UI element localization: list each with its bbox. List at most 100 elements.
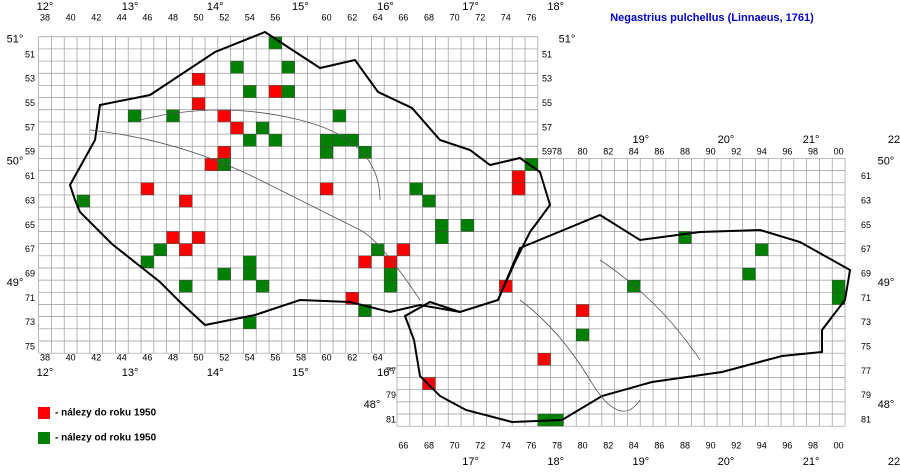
longitude-label: 15° [292, 1, 309, 13]
record-cell [243, 316, 257, 330]
row-label: 53 [25, 74, 35, 84]
row-label: 55 [25, 98, 35, 108]
longitude-label: 14° [207, 367, 224, 379]
river [519, 299, 641, 412]
longitude-label: 19° [633, 134, 650, 146]
row-label: 67 [25, 244, 35, 254]
column-label: 88 [680, 146, 690, 156]
column-label: 44 [117, 12, 127, 22]
column-label: 00 [834, 146, 844, 156]
row-label: 55 [542, 98, 552, 108]
column-label: 52 [219, 352, 229, 362]
record-cell [511, 182, 526, 196]
czech-border [68, 30, 552, 327]
record-cell [230, 60, 244, 74]
longitude-label: 21° [803, 456, 820, 468]
column-label: 54 [245, 12, 255, 22]
legend-label: - nálezy do roku 1950 [55, 408, 157, 419]
record-cell [383, 255, 398, 269]
column-label: 82 [603, 440, 613, 450]
longitude-label: 16° [377, 367, 394, 379]
column-label: 64 [373, 12, 383, 22]
column-label: 44 [117, 352, 127, 362]
record-cell [332, 109, 347, 123]
longitude-label: 22° [888, 456, 900, 468]
column-label: 50 [194, 12, 204, 22]
row-label: 61 [25, 171, 35, 181]
record-cell [243, 267, 257, 281]
column-label: 96 [782, 146, 792, 156]
longitude-label: 16° [377, 1, 394, 13]
column-label: 92 [731, 440, 741, 450]
longitude-label: 15° [292, 367, 309, 379]
column-label: 48 [168, 12, 178, 22]
column-label: 68 [424, 12, 434, 22]
latitude-label: 51° [7, 34, 24, 46]
longitude-label: 12° [37, 367, 54, 379]
record-cell [371, 243, 385, 257]
record-cell [383, 267, 398, 281]
row-label: 57 [25, 122, 35, 132]
record-cell [332, 133, 347, 147]
river [599, 259, 701, 361]
column-label: 98 [808, 440, 818, 450]
record-cell [281, 60, 295, 74]
row-label: 73 [861, 317, 871, 327]
record-cell [422, 194, 436, 208]
record-cell [435, 219, 449, 232]
record-cell [345, 133, 359, 147]
column-label: 60 [322, 352, 332, 362]
longitude-label: 13° [122, 367, 139, 379]
column-label: 40 [66, 12, 76, 22]
record-cell [179, 243, 193, 257]
column-label: 58 [296, 352, 306, 362]
column-label: 74 [501, 12, 511, 22]
record-cell [153, 243, 167, 257]
column-label: 70 [450, 12, 460, 22]
row-label: 53 [542, 74, 552, 84]
column-label: 80 [578, 440, 588, 450]
column-label: 90 [706, 146, 716, 156]
column-label: 94 [757, 440, 767, 450]
row-label: 71 [861, 293, 871, 303]
longitude-label: 12° [37, 1, 54, 13]
row-label: 63 [861, 195, 871, 205]
column-label: 46 [142, 352, 152, 362]
row-label: 51 [25, 49, 35, 59]
longitude-label: 18° [547, 1, 564, 13]
record-cell [166, 231, 180, 244]
column-label: 88 [680, 440, 690, 450]
map-title: Negastrius pulchellus (Linnaeus, 1761) [610, 12, 814, 24]
legend-swatch [38, 407, 50, 419]
row-label: 77 [386, 366, 396, 376]
rivers [89, 109, 701, 412]
row-label: 65 [25, 220, 35, 230]
latitude-label: 49° [878, 277, 895, 289]
column-label: 78 [552, 440, 562, 450]
longitude-label: 13° [122, 1, 139, 13]
record-cell [268, 85, 283, 98]
slovak-border [403, 213, 852, 424]
longitude-label: 14° [207, 1, 224, 13]
record-cell [383, 279, 398, 293]
column-label: 62 [347, 12, 357, 22]
river [139, 109, 381, 201]
latitude-label: 49° [7, 277, 24, 289]
row-label: 77 [861, 366, 871, 376]
row-label: 81 [861, 414, 871, 424]
record-cell [191, 231, 206, 244]
record-cell [243, 133, 257, 147]
row-label: 57 [542, 122, 552, 132]
legend-swatch [38, 432, 50, 444]
record-cell [511, 170, 526, 184]
column-label: 00 [834, 440, 844, 450]
record-cell [358, 255, 372, 269]
record-cell [435, 231, 449, 244]
record-cell [191, 73, 206, 86]
row-label: 51 [542, 49, 552, 59]
column-label: 70 [450, 440, 460, 450]
column-label: 38 [40, 352, 50, 362]
longitude-label: 20° [718, 134, 735, 146]
column-label: 72 [475, 440, 485, 450]
column-label: 54 [245, 352, 255, 362]
